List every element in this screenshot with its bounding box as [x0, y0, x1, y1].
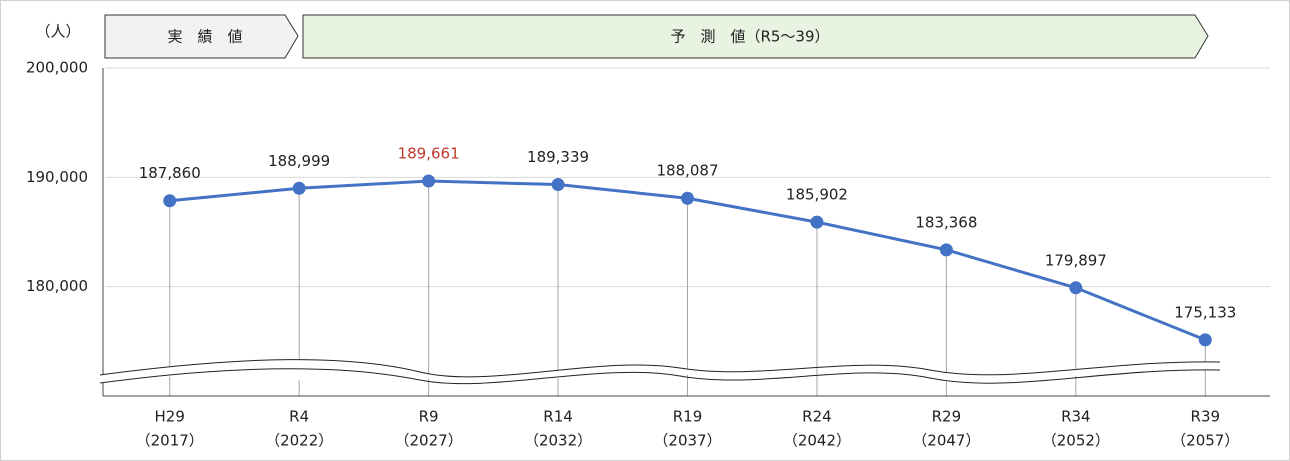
marker: [551, 178, 565, 192]
banner-label: 実 績 値: [167, 28, 242, 46]
x-tick-label: R34: [1061, 408, 1091, 426]
marker: [422, 174, 436, 188]
axis-break-line: [99, 368, 1221, 385]
x-tick-year: （2047）: [912, 432, 980, 450]
marker: [163, 194, 177, 208]
x-tick-label: R4: [289, 408, 309, 426]
marker: [681, 191, 694, 205]
x-tick-label: R29: [932, 408, 962, 426]
x-tick-label: R19: [673, 408, 703, 426]
actual-banner: [104, 14, 299, 59]
x-tick-year: （2032）: [524, 432, 592, 450]
y-tick-label: 200,000: [26, 59, 88, 77]
value-label: 189,339: [527, 148, 589, 166]
x-tick-year: （2027）: [395, 432, 463, 450]
marker: [292, 181, 306, 195]
value-label: 189,661: [398, 145, 460, 163]
x-tick-label: R24: [802, 408, 832, 426]
marker: [939, 243, 953, 257]
value-label: 188,087: [656, 162, 718, 180]
banner-label: 予 測 値（R5～39）: [670, 28, 829, 46]
y-tick-label: 180,000: [26, 277, 88, 295]
y-tick-label: 190,000: [26, 168, 88, 186]
x-tick-year: （2057）: [1171, 432, 1239, 450]
axis-break: [100, 359, 1220, 384]
plot: 187,860 188,999 189,661 189,339 188,087 185,9…: [139, 145, 1236, 347]
value-label: 185,902: [786, 186, 848, 204]
x-tick-year: （2052）: [1042, 432, 1110, 450]
x-tick-year: （2022）: [265, 432, 333, 450]
x-tick-label: H29: [155, 408, 185, 426]
value-label: 179,897: [1045, 251, 1107, 269]
value-label: 183,368: [915, 213, 977, 231]
marker: [1069, 281, 1083, 295]
unit-label: （人）: [35, 23, 80, 41]
x-tick-year: （2042）: [783, 432, 851, 450]
marker: [810, 215, 824, 229]
axis-break-line: [99, 359, 1221, 378]
marker: [1198, 333, 1212, 347]
value-label: 188,999: [268, 152, 330, 170]
value-label: 175,133: [1174, 303, 1236, 321]
x-tick-label: R9: [419, 408, 439, 426]
x-tick-label: R14: [543, 408, 573, 426]
x-tick-year: （2017）: [136, 432, 204, 450]
forecast-banner: [302, 14, 1209, 59]
x-tick-label: R39: [1191, 408, 1221, 426]
value-label: 187,860: [139, 164, 201, 182]
x-tick-year: （2037）: [653, 432, 721, 450]
